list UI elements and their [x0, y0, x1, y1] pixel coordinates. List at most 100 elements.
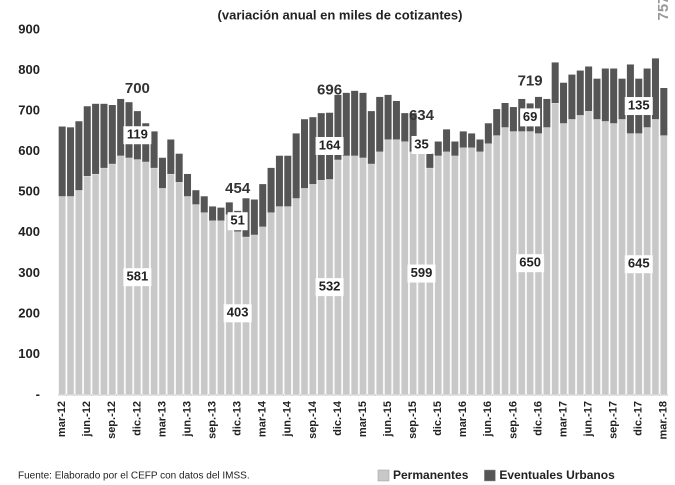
bar-segment — [392, 100, 400, 140]
bar-segment — [267, 212, 275, 396]
bar-segment — [400, 141, 409, 396]
data-label: 403 — [227, 305, 249, 320]
bar-segment — [651, 118, 660, 396]
label-box — [624, 255, 653, 274]
bar-segment — [376, 96, 384, 152]
bar-segment — [560, 82, 568, 124]
label-box — [315, 136, 344, 155]
x-tick-label: sep.-15 — [407, 401, 419, 439]
x-tick-label: jun.-13 — [181, 401, 193, 437]
legend-swatch — [484, 469, 496, 482]
x-tick-label: sep.-13 — [206, 401, 218, 439]
bar-segment — [116, 155, 125, 396]
label-box — [227, 212, 248, 231]
bar-segment — [584, 110, 593, 396]
y-tick-label: 400 — [18, 224, 40, 239]
bar-segment — [175, 153, 183, 183]
bar-segment — [543, 98, 551, 128]
x-tick-label: sep.-12 — [106, 401, 118, 439]
bar-segment — [601, 68, 609, 122]
x-tick-label: dic.-14 — [332, 400, 344, 436]
x-tick-label: dic.-15 — [432, 401, 444, 436]
bar-segment — [300, 119, 309, 189]
bar-segment — [259, 184, 267, 227]
bar-segment — [217, 220, 225, 396]
y-tick-label: 100 — [18, 346, 40, 361]
data-label: 532 — [319, 279, 341, 294]
data-label: 599 — [411, 265, 433, 280]
bar-segment — [375, 151, 384, 396]
bar-segment — [442, 151, 451, 396]
x-tick-label: mar.-18 — [658, 401, 670, 440]
bar-segment — [359, 92, 367, 158]
bar-segment — [150, 131, 158, 168]
bar-segment — [334, 94, 342, 160]
bar-segment — [284, 155, 292, 207]
bar-segment — [593, 78, 601, 120]
x-tick-label: mar-13 — [156, 401, 168, 437]
bar-segment — [551, 62, 559, 103]
bar-segment — [468, 133, 476, 148]
y-tick-label: - — [36, 386, 40, 401]
y-tick-label: 500 — [18, 184, 40, 199]
x-tick-label: mar-12 — [56, 401, 68, 437]
label-box — [516, 254, 545, 273]
bar-segment — [459, 147, 468, 396]
bar-segment — [392, 139, 401, 396]
bar-segment — [192, 190, 200, 205]
x-tick-label: sep.-17 — [608, 401, 620, 439]
bar-segment — [334, 159, 342, 396]
bar-segment — [100, 167, 108, 396]
data-label: 135 — [628, 97, 650, 112]
bar-segment — [75, 121, 83, 191]
legend-label: Eventuales Urbanos — [499, 468, 615, 482]
bar-segment — [585, 66, 593, 112]
bar-segment — [618, 78, 626, 120]
bar-segment — [384, 94, 392, 140]
x-tick-label: mar-14 — [257, 400, 269, 437]
bar-segment — [309, 183, 317, 396]
bar-segment — [300, 187, 309, 396]
bar-segment — [601, 120, 610, 396]
bar-segment — [660, 87, 668, 136]
bar-segment — [217, 207, 225, 221]
data-label: 69 — [523, 109, 537, 124]
label-box — [123, 126, 152, 145]
label-box — [315, 278, 344, 297]
x-tick-label: mar-15 — [357, 401, 369, 437]
source: Fuente: Elaborado por el CEFP con datos … — [18, 471, 250, 482]
bar-segment — [476, 139, 484, 152]
bar-segment — [509, 131, 518, 396]
bar-segment — [158, 187, 167, 396]
bar-segment — [250, 234, 259, 396]
bar-segment — [501, 103, 509, 128]
y-tick-label: 800 — [18, 62, 40, 77]
bar-segment — [184, 173, 192, 197]
label-box — [123, 268, 152, 287]
bar-segment — [426, 153, 434, 168]
legend-label: Permanentes — [393, 468, 469, 482]
y-tick-label: 300 — [18, 265, 40, 280]
label-box — [407, 264, 436, 283]
bar-segment — [451, 155, 459, 396]
bar-segment — [75, 189, 83, 396]
bar-segment — [350, 155, 359, 396]
bar-segment — [275, 206, 284, 396]
x-tick-label: jun.-12 — [81, 401, 93, 437]
bar-segment — [484, 123, 492, 144]
bar-segment — [183, 195, 192, 396]
bar-segment — [117, 98, 125, 156]
bar-segment — [568, 118, 576, 396]
bar-segment — [618, 118, 626, 396]
bar-segment — [476, 151, 484, 396]
bar-segment — [108, 163, 117, 396]
bar-segment — [200, 196, 208, 213]
y-tick-label: 200 — [18, 305, 40, 320]
bar-segment — [91, 173, 100, 396]
bar-segment — [267, 167, 275, 213]
bar-segment — [66, 195, 75, 396]
bar-segment — [158, 157, 166, 189]
bar-segment — [384, 139, 392, 396]
bar-segment — [543, 127, 551, 396]
bar-segment — [576, 70, 584, 116]
